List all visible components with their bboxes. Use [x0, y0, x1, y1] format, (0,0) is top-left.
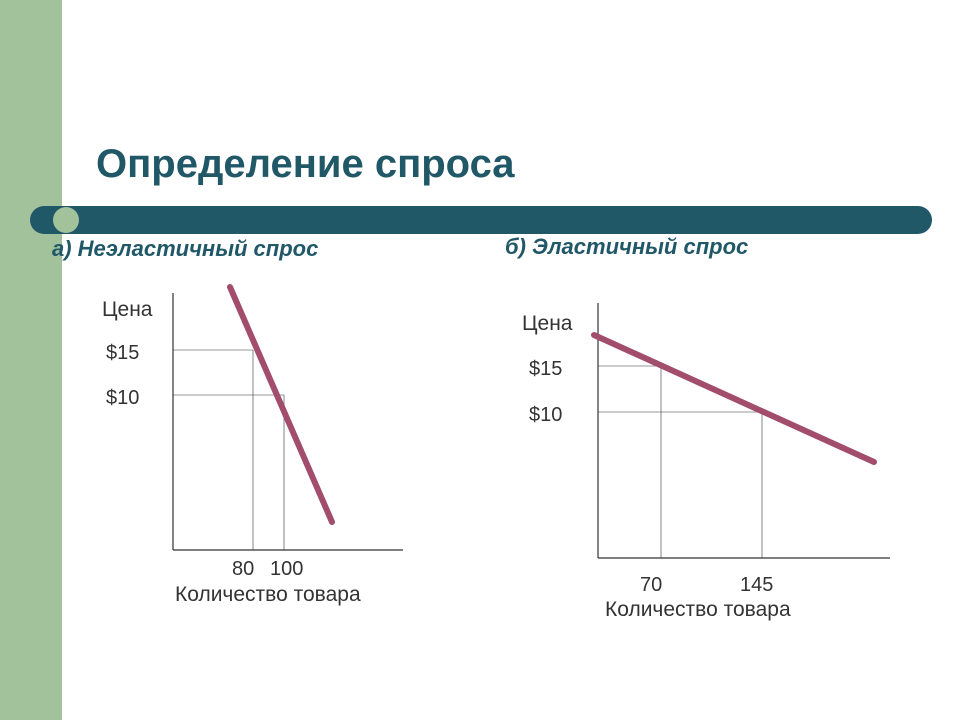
- price-tick-15-right: $15: [529, 358, 562, 381]
- x-axis-label-left: Количество товара: [175, 583, 361, 607]
- price-tick-10-right: $10: [529, 404, 562, 427]
- x-axis-label-right: Количество товара: [605, 598, 791, 622]
- charts-svg: [0, 0, 960, 720]
- qty-tick-100: 100: [270, 558, 303, 581]
- qty-tick-80: 80: [232, 558, 254, 581]
- price-tick-15-left: $15: [106, 342, 139, 365]
- y-axis-label-left: Цена: [102, 298, 153, 322]
- y-axis-label-right: Цена: [522, 312, 573, 336]
- qty-tick-70: 70: [640, 574, 662, 597]
- qty-tick-145: 145: [740, 574, 773, 597]
- price-tick-10-left: $10: [106, 387, 139, 410]
